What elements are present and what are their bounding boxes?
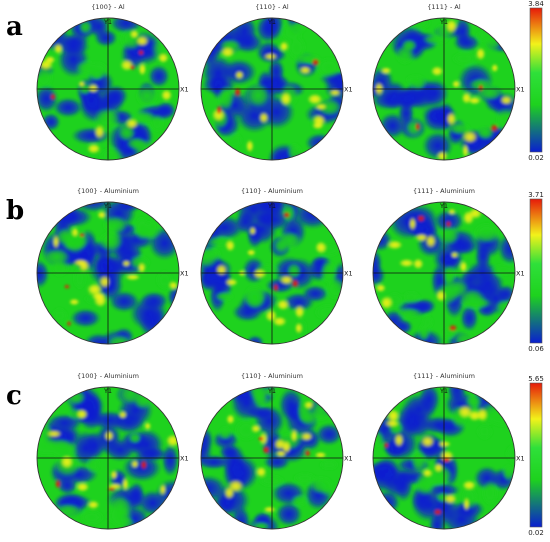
x1-axis-label: X1 [180,270,189,278]
pole-figure-title: {111} - Aluminium [413,187,475,195]
pole-figure-a-2: {110} - Al Y1 X1 [200,3,353,161]
intensity-map [37,18,179,160]
colorbar-max-label: 5.65 [528,375,544,383]
pole-figure-outline [372,386,516,530]
intensity-map [37,202,179,344]
colorbar-min-label: 0.06 [528,345,544,353]
pole-figure-title: {111} - Aluminium [413,372,475,380]
y1-axis-label: Y1 [267,387,276,395]
pole-figure-outline [36,201,180,345]
pole-figure-title: {100} - Aluminium [77,372,139,380]
y1-axis-label: Y1 [267,202,276,210]
pole-figure-outline [36,17,180,161]
x1-axis-label: X1 [344,86,353,94]
pole-figure-outline [200,386,344,530]
y1-axis-label: Y1 [439,202,448,210]
intensity-map [201,18,343,160]
pole-figure-a-3: {111} - Al Y1 X1 [372,3,525,161]
intensity-map [37,387,179,529]
x1-axis-label: X1 [344,455,353,463]
x1-axis-label: X1 [180,86,189,94]
intensity-map [373,387,515,529]
row-letter-c: c [6,381,22,411]
y1-axis-label: Y1 [439,18,448,26]
pole-figure-outline [372,201,516,345]
colorbar-gradient [529,198,543,344]
intensity-map [373,18,515,160]
colorbar-min-label: 0.02 [528,154,544,162]
x1-axis-label: X1 [516,455,525,463]
pole-figure-c-1: {100} - Aluminium Y1 X1 [36,372,189,530]
colorbar-a: 3.84 0.02 [528,0,544,162]
pole-figure-title: {110} - Aluminium [241,187,303,195]
x1-axis-label: X1 [516,270,525,278]
y1-axis-label: Y1 [103,202,112,210]
y1-axis-label: Y1 [103,387,112,395]
row-letter-a: a [6,12,23,42]
colorbar-max-label: 3.84 [528,0,544,8]
pole-figure-title: {100} - Al [91,3,125,11]
colorbar-max-label: 3.71 [528,191,544,199]
colorbar-b: 3.71 0.06 [528,191,544,353]
colorbar-gradient [529,382,543,528]
pole-figure-a-1: {100} - Al Y1 X1 [36,3,189,161]
pole-figure-c-2: {110} - Aluminium Y1 X1 [200,372,353,530]
pole-figure-outline [372,17,516,161]
pole-figure-outline [200,17,344,161]
pole-figure-title: {100} - Aluminium [77,187,139,195]
y1-axis-label: Y1 [439,387,448,395]
x1-axis-label: X1 [344,270,353,278]
x1-axis-label: X1 [516,86,525,94]
colorbar-gradient [529,7,543,153]
pole-figure-b-3: {111} - Aluminium Y1 X1 [372,187,525,345]
pole-figure-outline [200,201,344,345]
pole-figure-title: {110} - Aluminium [241,372,303,380]
pole-figure-b-2: {110} - Aluminium Y1 X1 [200,187,353,345]
row-letter-b: b [6,196,24,226]
colorbar-min-label: 0.02 [528,529,544,537]
pole-figure-c-3: {111} - Aluminium Y1 X1 [372,372,525,530]
pole-figure-title: {110} - Al [255,3,289,11]
pole-figure-outline [36,386,180,530]
y1-axis-label: Y1 [267,18,276,26]
x1-axis-label: X1 [180,455,189,463]
pole-figure-title: {111} - Al [427,3,461,11]
colorbar-c: 5.65 0.02 [528,375,544,537]
pole-figure-b-1: {100} - Aluminium Y1 X1 [36,187,189,345]
y1-axis-label: Y1 [103,18,112,26]
